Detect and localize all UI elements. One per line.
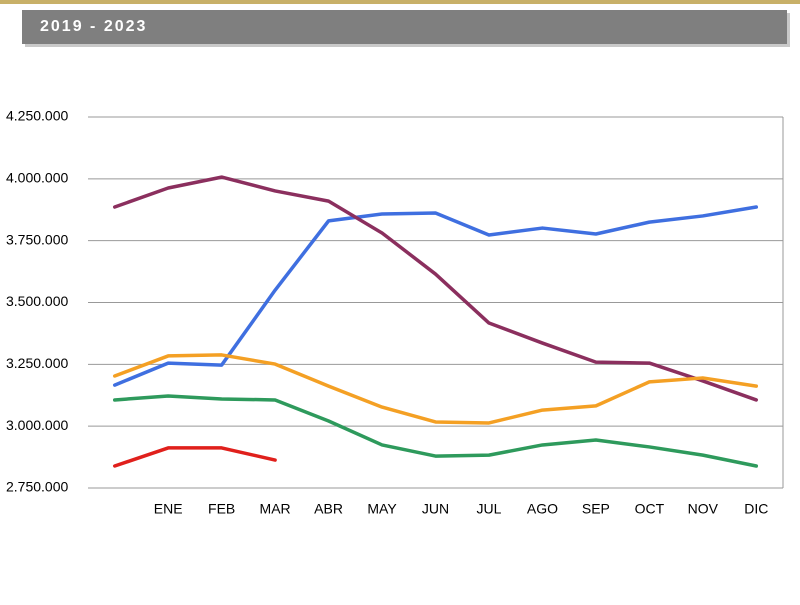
x-tick-label: ENE [154,501,183,517]
x-tick-label: SEP [582,501,610,517]
header-bar [22,10,787,44]
header-title: 2019 - 2023 [40,18,147,35]
y-tick-label: 3.000.000 [6,417,68,433]
y-tick-label: 4.250.000 [6,108,68,124]
x-tick-label: NOV [688,501,719,517]
x-tick-label: MAR [260,501,291,517]
y-tick-label: 3.500.000 [6,293,68,309]
x-tick-label: ABR [314,501,343,517]
x-tick-label: OCT [635,501,665,517]
x-tick-label: DIC [744,501,768,517]
x-tick-label: JUN [422,501,449,517]
y-tick-label: 3.750.000 [6,231,68,247]
series-line [112,175,759,402]
series-line [112,205,759,387]
series-line [112,353,759,425]
x-tick-label: FEB [208,501,235,517]
y-tick-label: 3.250.000 [6,355,68,371]
y-tick-label: 4.000.000 [6,170,68,186]
x-tick-label: MAY [367,501,397,517]
series-line [112,394,759,468]
y-tick-label: 2.750.000 [6,479,68,495]
x-tick-label: AGO [527,501,558,517]
x-tick-label: JUL [477,501,502,517]
header-accent [0,0,800,4]
series-line [112,446,277,468]
